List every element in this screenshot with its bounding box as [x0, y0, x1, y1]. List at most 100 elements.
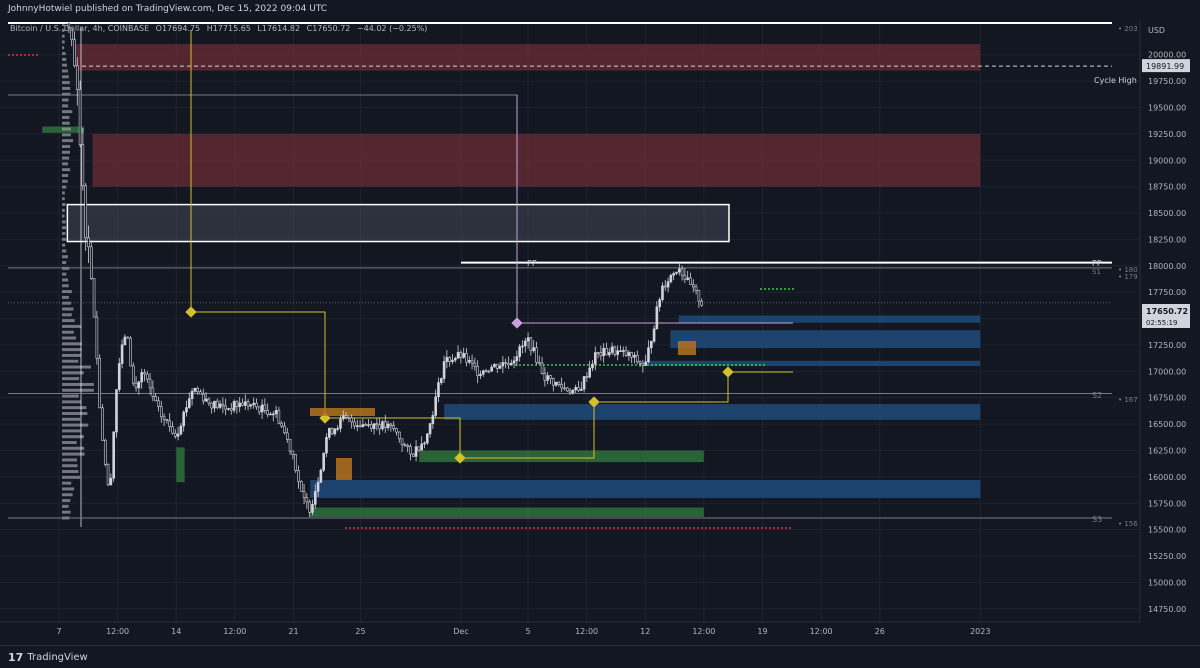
candle-body [137, 381, 141, 389]
candle-body [644, 361, 647, 366]
price-tick-label: 17000.00 [1148, 367, 1186, 376]
publisher-bar: JohnnyHotwiel published on TradingView.c… [0, 0, 1200, 22]
zone-demand [310, 507, 704, 517]
candle-body [311, 503, 314, 513]
candle-body [686, 277, 689, 280]
time-tick-label: 25 [355, 627, 365, 636]
candle-body [540, 362, 544, 374]
candle-body [319, 469, 323, 483]
candle-body [305, 497, 309, 503]
candle-body [257, 406, 261, 413]
price-tick-label: 19500.00 [1148, 103, 1186, 112]
candle-body [669, 275, 673, 283]
zone-blue [645, 360, 981, 367]
purple-marker [511, 317, 523, 329]
candle-body [579, 388, 583, 391]
candle-body [241, 402, 244, 406]
volume-profile-bar [62, 470, 79, 474]
candle-body [619, 350, 622, 353]
candle-body [263, 404, 267, 411]
candle-body [229, 408, 233, 411]
candle-body [347, 416, 351, 419]
candle-body [431, 415, 435, 424]
footer-bar: 𝟭𝟳 TradingView [0, 645, 1200, 668]
time-tick-label: 26 [875, 627, 885, 636]
volume-profile-bar [62, 156, 70, 160]
volume-profile-bar [62, 504, 69, 508]
candle-body [453, 358, 457, 361]
candle-body [269, 413, 272, 416]
volume-profile-bar [62, 429, 81, 433]
zone-blue [444, 404, 981, 420]
candle-body [554, 381, 558, 386]
candle-body [616, 350, 619, 355]
orange-order-block [336, 458, 352, 480]
zone-demand [419, 450, 704, 463]
candle-body [358, 425, 362, 428]
candle-body [277, 410, 281, 424]
time-tick-label: Dec [453, 627, 468, 636]
candle-body [246, 401, 250, 407]
candle-body [588, 367, 591, 378]
candle-body [613, 346, 617, 355]
price-tick-label: 18250.00 [1148, 235, 1186, 244]
candle-body [67, 22, 71, 29]
candle-body [602, 348, 605, 357]
candle-body [635, 354, 639, 363]
volume-profile-bar [62, 446, 85, 450]
candle-body [532, 347, 535, 352]
candle-body [571, 389, 575, 394]
yellow-marker [722, 366, 734, 378]
candle-body [171, 426, 174, 434]
zone-blue [678, 315, 981, 323]
level-label-s1: S1 [1092, 268, 1101, 276]
candle-body [84, 185, 87, 239]
candle-body [627, 352, 631, 356]
candle-body [680, 268, 684, 276]
volume-profile-bar [62, 324, 82, 328]
candle-body [420, 443, 423, 451]
volume-profile-bar [62, 110, 73, 114]
candle-body [280, 422, 283, 427]
volume-profile-bar [62, 23, 65, 27]
candle-body [179, 425, 183, 435]
tradingview-logo[interactable]: 𝟭𝟳 TradingView [8, 651, 88, 664]
volume-profile-bar [62, 388, 94, 392]
volume-profile-bar [62, 261, 67, 265]
volume-profile-bar [62, 319, 75, 323]
candle-body [129, 337, 132, 367]
candle-body [633, 354, 636, 358]
candle-body [582, 376, 586, 390]
candle-body [493, 363, 496, 368]
candle-body [411, 453, 415, 457]
candle-body [98, 357, 101, 409]
candle-body [383, 421, 387, 429]
price-tick-label: 15750.00 [1148, 499, 1186, 508]
candle-body [159, 406, 163, 418]
legend-change: −44.02 (−0.25%) [356, 24, 428, 33]
volume-profile-bar [62, 226, 67, 230]
time-tick-label: 12:00 [106, 627, 129, 636]
candle-body [428, 423, 432, 435]
candle-body [249, 404, 253, 407]
candle-body [378, 424, 381, 430]
legend-symbol[interactable]: Bitcoin / U.S. Dollar, 4h, COINBASE [10, 24, 150, 33]
time-tick-label: 21 [288, 627, 298, 636]
candle-body [204, 398, 208, 402]
volume-profile-bar [62, 458, 78, 462]
candle-body [658, 299, 661, 308]
volume-profile-bar [62, 249, 67, 253]
candle-body [302, 491, 306, 498]
candle-body [193, 387, 197, 392]
legend-close: C17650.72 [306, 24, 351, 33]
volume-profile-bar [62, 52, 66, 56]
candle-body [92, 278, 96, 318]
candle-body [437, 382, 440, 398]
volume-profile-bar [62, 278, 69, 282]
candle-body [327, 428, 331, 438]
volume-profile-bar [62, 127, 71, 131]
candle-body [663, 285, 667, 288]
price-tick-label: 19750.00 [1148, 77, 1186, 86]
candle-body [518, 346, 521, 357]
